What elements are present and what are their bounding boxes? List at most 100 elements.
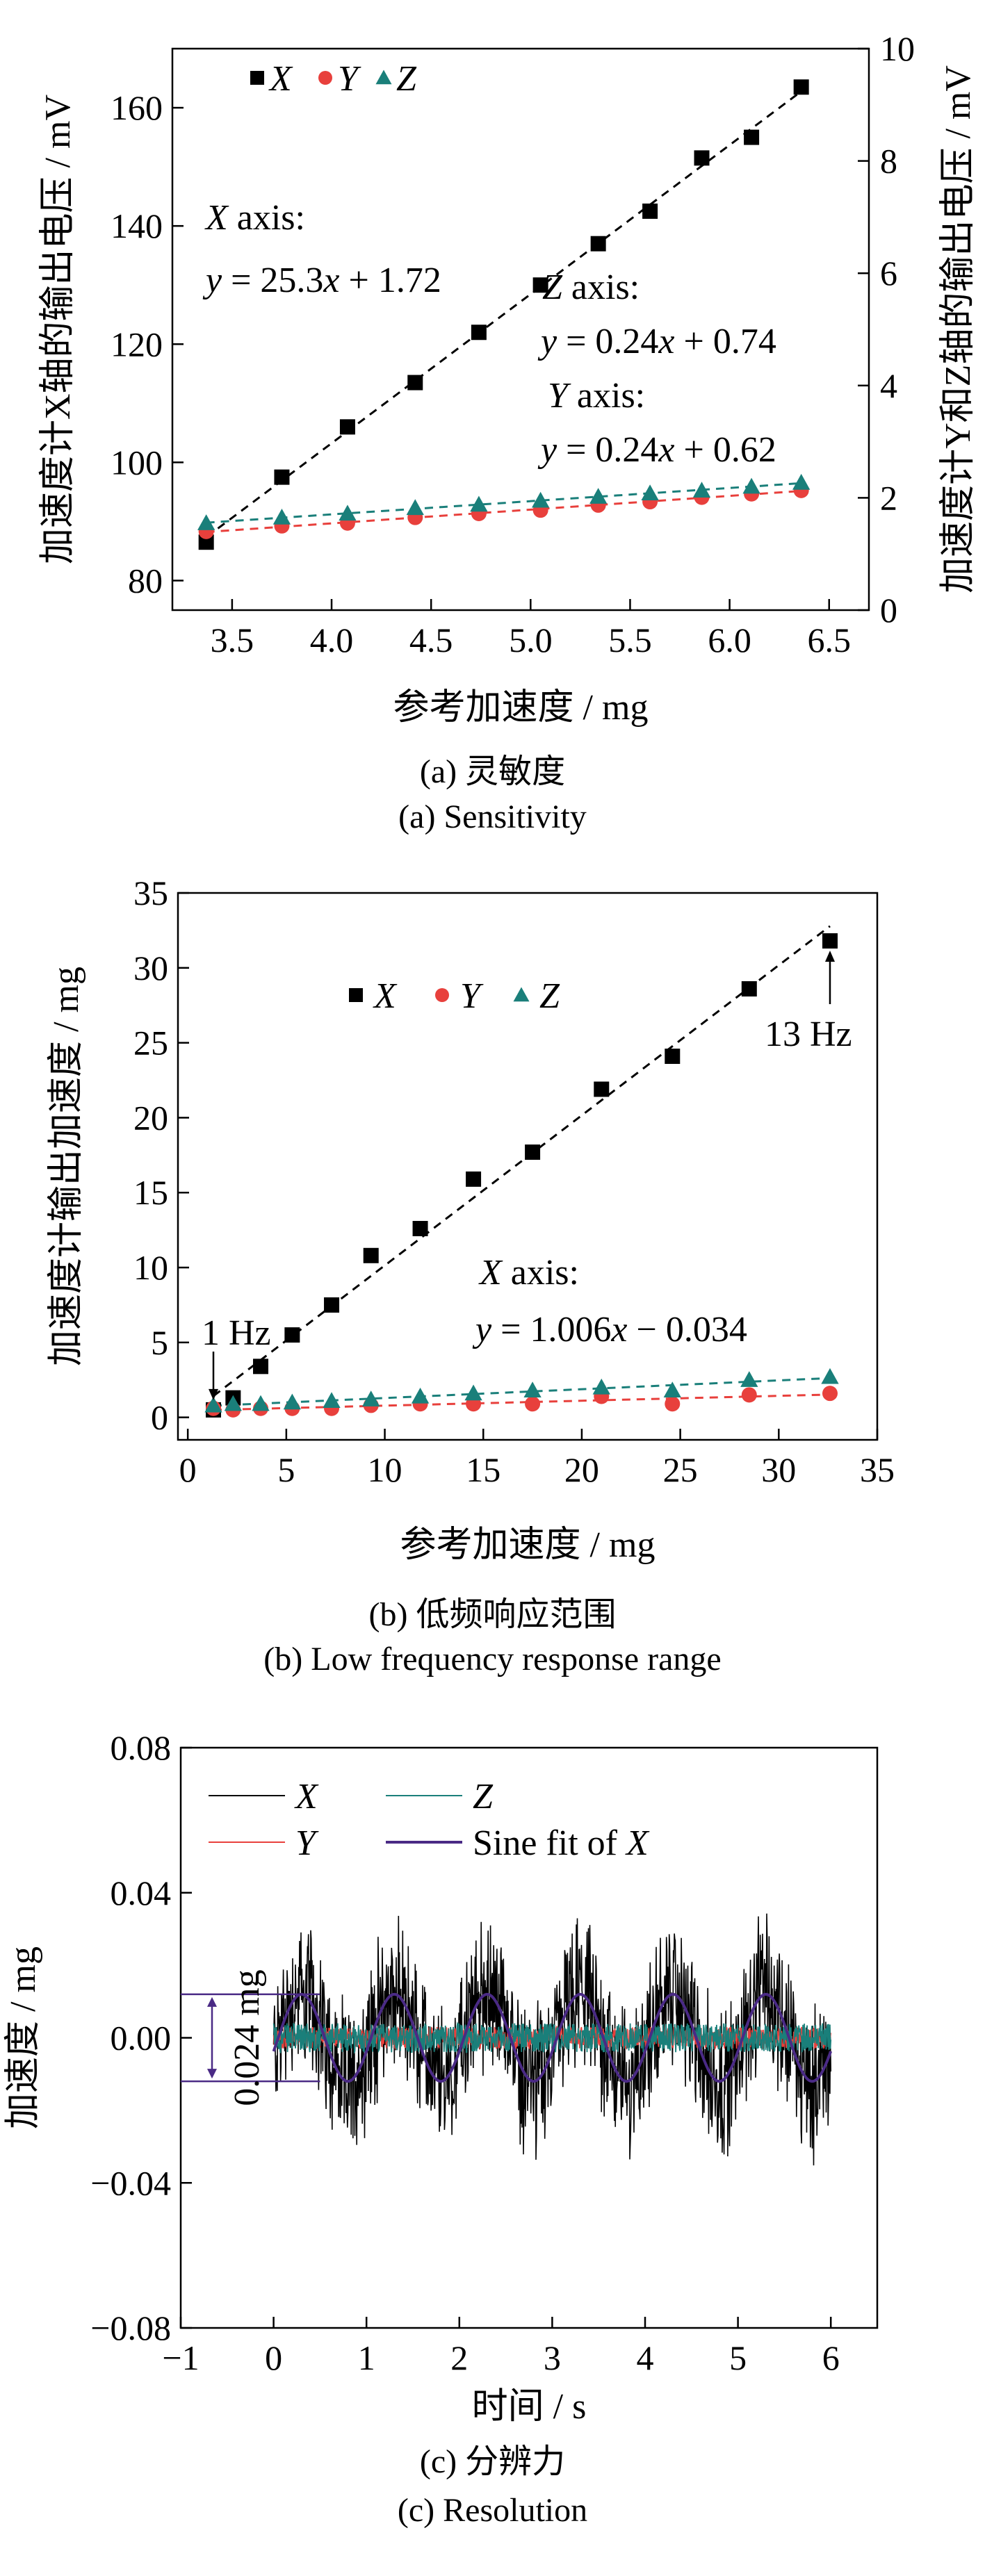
a-x-tick-label: 3.5 (211, 621, 254, 659)
b-point-y (525, 1396, 541, 1412)
b-point-z (411, 1387, 430, 1404)
a-legend-marker-x (250, 71, 264, 85)
b-point-z (252, 1395, 270, 1411)
b-point-z (523, 1381, 542, 1397)
c-x-tick-label: 4 (637, 2338, 654, 2377)
b-point-x (363, 1247, 379, 1263)
c-ticks: −1 0 1 2 3 4 5 6 −0.08 −0.04 0.00 0.04 0.08 (90, 1728, 839, 2377)
b-point-z (323, 1392, 341, 1409)
b-legend-marker-z (513, 987, 530, 1002)
b-point-z (740, 1371, 758, 1387)
c-x-axis-label: 时间 / s (472, 2387, 587, 2425)
a-legend-marker-z (375, 69, 392, 85)
a-point-z (742, 477, 760, 494)
b-point-z (464, 1384, 482, 1401)
a-x-tick-label: 6.0 (708, 621, 751, 659)
c-y-tick-label: 0.00 (111, 2019, 172, 2058)
a-annot-y-head: Y axis: (548, 376, 645, 416)
c-legend-label-x: X (294, 1777, 319, 1816)
a-fit-line-z (206, 482, 801, 524)
a-annot-y-eq: y = 0.24x + 0.62 (537, 430, 776, 470)
a-plot-frame (171, 47, 870, 612)
a-point-z (792, 473, 811, 490)
a-point-x (793, 79, 809, 95)
a-yl-tick-label: 100 (111, 443, 163, 482)
caption-c-en: (c) Resolution (397, 2492, 588, 2529)
c-y-axis-label: 加速度 / mg (3, 1946, 43, 2129)
b-fit-line-z (213, 1377, 831, 1407)
b-point-x (594, 1081, 610, 1097)
a-yr-tick-label: 6 (880, 254, 897, 293)
a-point-x (339, 419, 355, 435)
a-point-z (197, 514, 215, 530)
b-ticks: 0 5 10 15 20 25 30 35 0 5 10 15 20 25 30 35 (133, 873, 895, 1489)
c-x-tick-label: 3 (544, 2338, 561, 2377)
a-yr-tick-label: 8 (880, 142, 897, 181)
a-yl-tick-label: 120 (111, 325, 163, 363)
b-y-tick-label: 15 (133, 1173, 168, 1212)
a-point-x (471, 325, 487, 341)
c-x-tick-label: 1 (358, 2338, 375, 2377)
a-x-tick-label: 5.0 (509, 621, 553, 659)
c-legend-label-y: Y (295, 1823, 319, 1863)
b-fit-line-x (213, 925, 831, 1397)
caption-a-zh: (a) 灵敏度 (419, 753, 566, 790)
b-annot-13hz-arrowhead (824, 950, 835, 962)
b-annot-x-eq: y = 1.006x − 0.034 (472, 1310, 747, 1349)
a-x-axis-label: 参考加速度 / mg (393, 688, 649, 728)
b-fit-line-y (213, 1393, 831, 1411)
c-legend-label-sine-fit-of-x: Sine fit of X (473, 1823, 650, 1863)
b-annot-13hz: 13 Hz (765, 1015, 852, 1054)
b-point-z (283, 1393, 302, 1410)
b-x-tick-label: 0 (179, 1450, 197, 1489)
b-y-tick-label: 10 (133, 1248, 168, 1287)
a-yl-tick-label: 80 (128, 561, 163, 600)
a-yr-tick-label: 10 (880, 29, 915, 68)
chart-low-frequency: 0 5 10 15 20 25 30 35 0 5 10 15 20 25 30 35 参考加速度 / mg 加速… (47, 873, 895, 1565)
a-point-x (642, 203, 658, 219)
b-point-x (412, 1220, 428, 1236)
c-legend-label-z: Z (473, 1777, 494, 1816)
caption-a-en: (a) Sensitivity (398, 798, 587, 835)
b-legend-marker-y (435, 988, 449, 1002)
a-yr-tick-label: 0 (880, 591, 897, 630)
c-x-tick-label: 2 (450, 2338, 468, 2377)
a-fit-line-x (205, 90, 802, 539)
b-x-tick-label: 25 (663, 1450, 698, 1489)
a-legend-label-x: X (268, 59, 293, 99)
a-annot-z-head: Z axis: (542, 268, 640, 307)
a-yr-tick-label: 4 (880, 366, 897, 405)
b-point-x (741, 981, 757, 996)
a-point-z (470, 495, 488, 512)
b-y-tick-label: 20 (133, 1098, 168, 1137)
c-span-label: 0.024 mg (227, 1969, 267, 2106)
b-point-x (284, 1327, 300, 1343)
a-x-tick-label: 4.5 (409, 621, 453, 659)
b-point-z (362, 1390, 380, 1406)
b-point-z (204, 1396, 222, 1413)
a-point-z (641, 484, 659, 501)
b-annot-1hz: 1 Hz (202, 1313, 271, 1353)
b-y-axis-label: 加速度计输出加速度 / mg (47, 967, 86, 1366)
a-point-z (692, 482, 711, 498)
a-point-z (339, 504, 357, 521)
a-point-z (272, 509, 291, 525)
c-y-tick-label: −0.04 (90, 2163, 171, 2202)
b-y-tick-label: 35 (133, 873, 168, 912)
a-x-tick-label: 6.5 (807, 621, 851, 659)
b-point-x (525, 1145, 541, 1160)
b-point-z (821, 1368, 839, 1384)
b-x-tick-label: 10 (368, 1450, 402, 1489)
b-x-axis-label: 参考加速度 / mg (400, 1525, 656, 1565)
a-point-x (744, 129, 760, 145)
c-span-arrowhead-up (207, 1996, 217, 2007)
b-point-y (665, 1396, 681, 1412)
b-point-y (822, 1386, 838, 1402)
b-legend-label-x: X (373, 976, 398, 1016)
b-point-x (466, 1171, 482, 1187)
a-point-z (531, 491, 550, 508)
b-y-tick-label: 30 (133, 949, 168, 987)
b-point-x (665, 1049, 681, 1065)
b-point-z (663, 1381, 681, 1397)
a-x-tick-label: 5.5 (608, 621, 652, 659)
